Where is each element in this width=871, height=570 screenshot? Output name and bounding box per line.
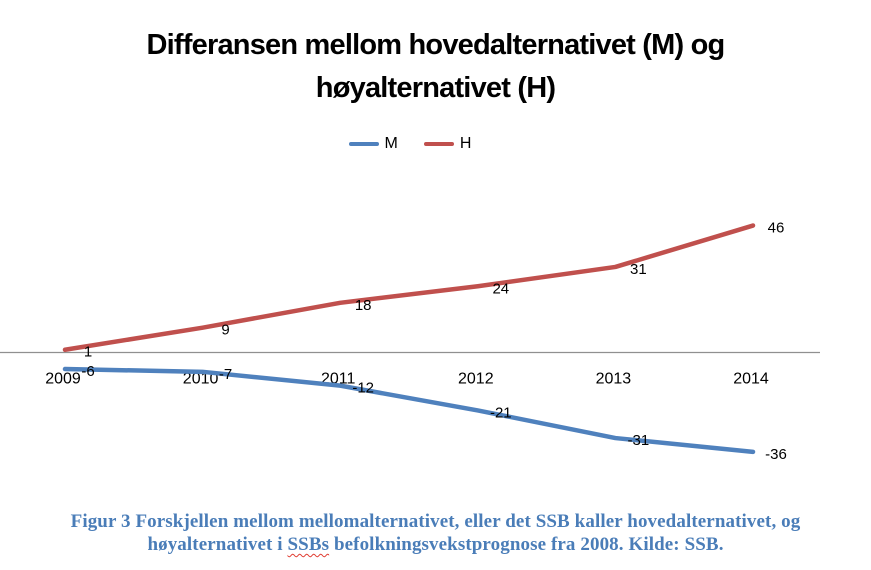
- series-line-M: [62, 366, 756, 455]
- x-tick-label-2009: 2009: [45, 371, 81, 388]
- series-line-H: [62, 223, 756, 352]
- data-label-H-2013: 31: [630, 261, 647, 278]
- h-series-swatch-icon: [423, 141, 454, 147]
- data-label-M-2009: -6: [81, 363, 94, 380]
- legend-item-h: H: [423, 135, 472, 152]
- figure-caption: Figur 3 Forskjellen mellom mellomalterna…: [0, 510, 871, 556]
- x-tick-label-2012: 2012: [458, 371, 494, 388]
- legend-label-h: H: [459, 135, 472, 152]
- x-tick-label-2014: 2014: [733, 371, 769, 388]
- data-label-M-2010: -7: [219, 366, 232, 383]
- chart-title-line2: høyalternativet (H): [315, 72, 556, 104]
- line-chart: 2009 2010 2011 2012 2013 2014-6 -7-12-21-31-36…: [0, 220, 820, 463]
- data-label-M-2012: -21: [490, 404, 512, 421]
- data-label-M-2013: -31: [628, 432, 650, 449]
- data-label-M-2011: -12: [352, 380, 374, 397]
- caption-line2: høyalternativet i SSBs befolkningsvekstp…: [0, 533, 871, 556]
- data-label-H-2014: 46: [768, 220, 785, 237]
- caption-line2-start: høyalternativet i: [147, 534, 288, 555]
- chart-title: Differansen mellom hovedalternativet (M)…: [56, 0, 816, 110]
- chart-title-line1: Differansen mellom hovedalternativet (M)…: [146, 29, 726, 61]
- x-tick-label-2013: 2013: [596, 371, 632, 388]
- caption-line2-end: befolkningsvekstprognose fra 2008. Kilde…: [329, 534, 724, 555]
- data-label-H-2010: 9: [221, 322, 229, 339]
- data-label-M-2014: -36: [765, 446, 787, 463]
- legend-item-m: M: [348, 135, 398, 152]
- m-series-swatch-icon: [348, 141, 379, 147]
- data-label-H-2012: 24: [492, 280, 509, 297]
- legend-label-m: M: [384, 135, 398, 152]
- spellcheck-flagged-word: SSBs: [287, 534, 330, 555]
- data-label-H-2011: 18: [355, 297, 372, 314]
- data-label-H-2009: 1: [84, 344, 92, 361]
- caption-line1: Figur 3 Forskjellen mellom mellomalterna…: [70, 511, 801, 532]
- chart-legend: M H: [0, 134, 820, 154]
